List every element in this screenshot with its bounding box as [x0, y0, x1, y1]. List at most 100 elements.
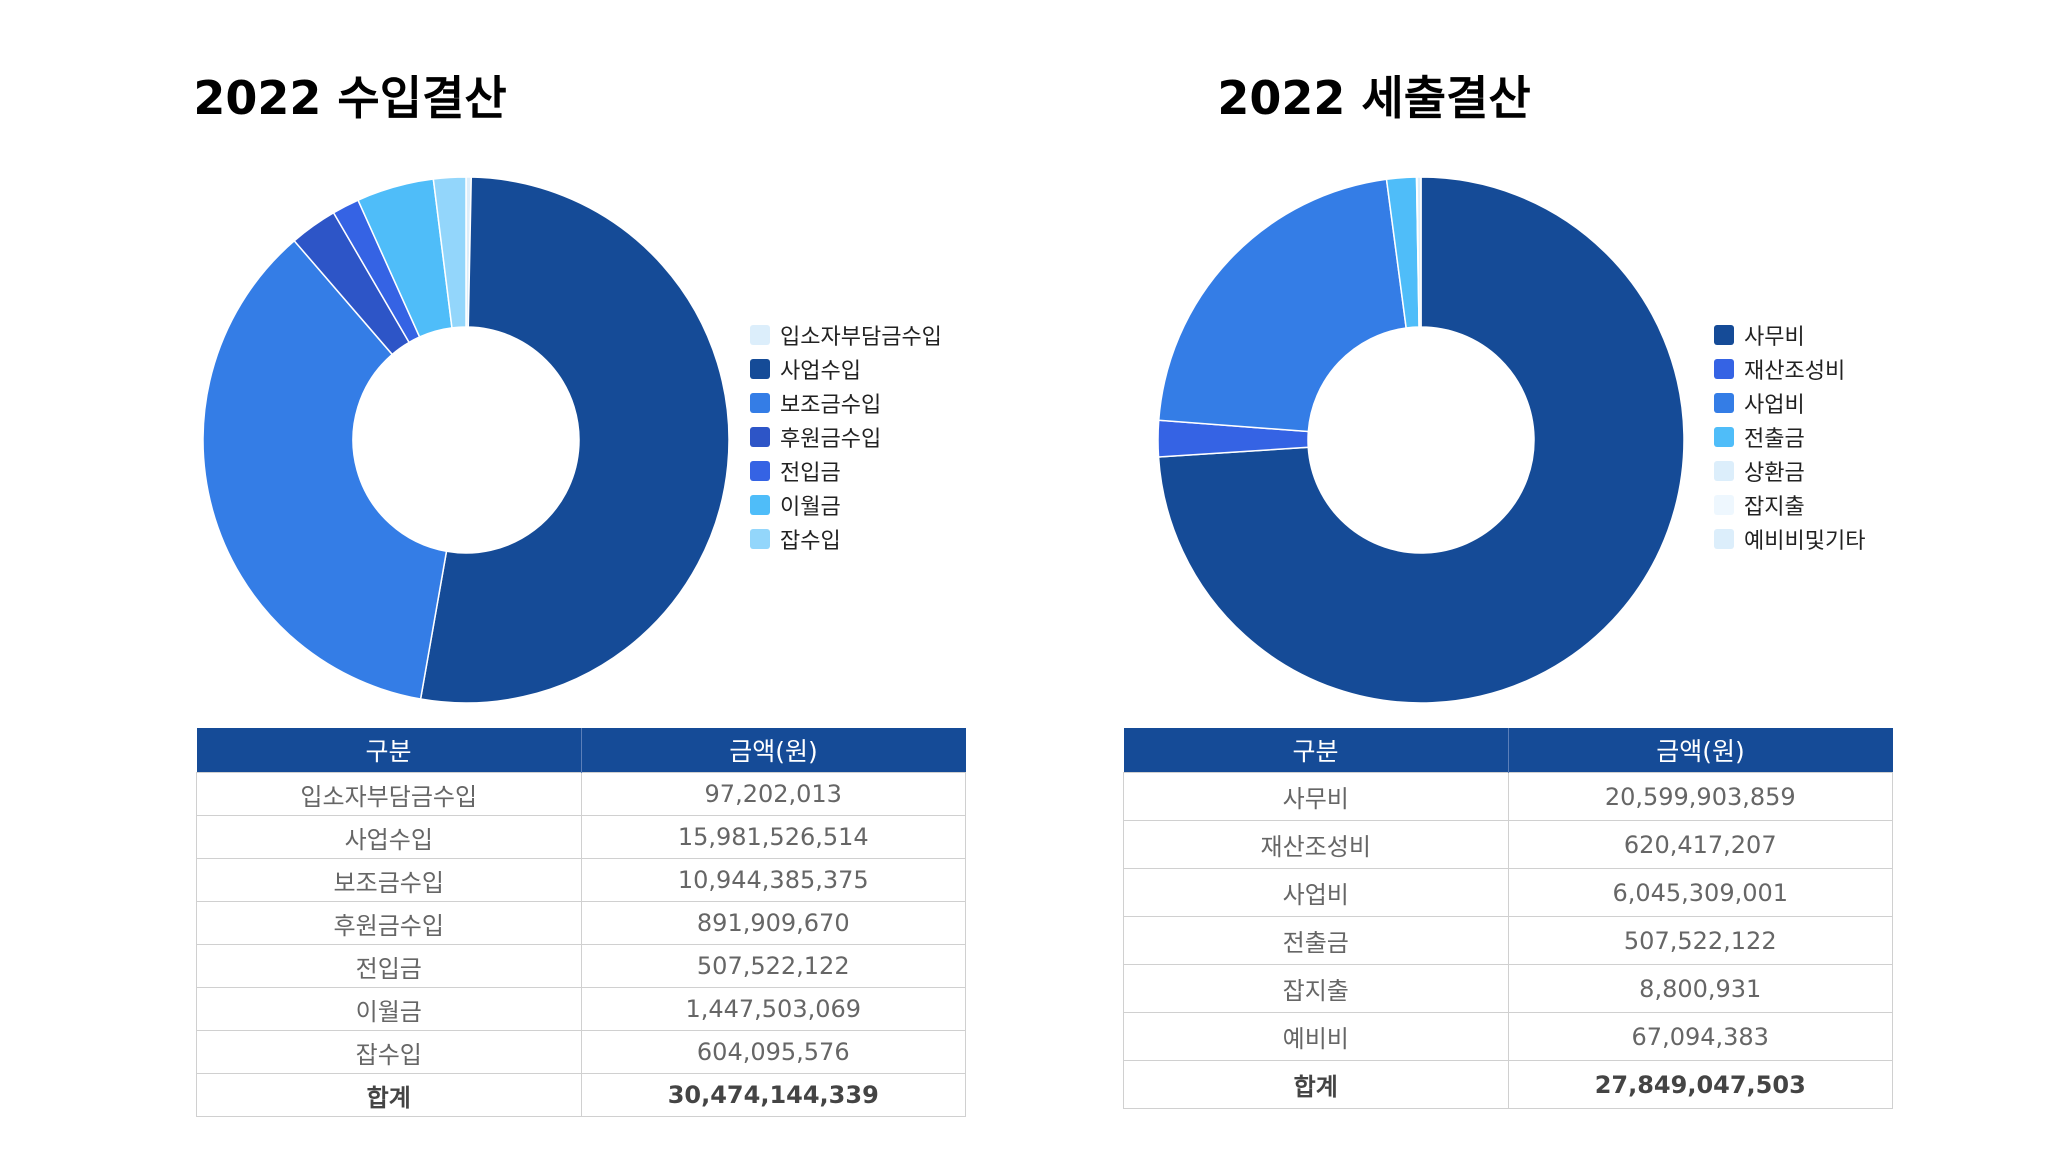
table-row: 잡수입 604,095,576	[196, 1030, 966, 1074]
legend-item: 사무비	[1714, 318, 1865, 352]
legend-label: 예비비및기타	[1744, 529, 1866, 554]
legend-swatch	[750, 325, 770, 345]
table-cell-amount: 8,800,931	[1507, 964, 1893, 1013]
legend-item: 사업비	[1714, 386, 1865, 420]
legend-swatch	[1714, 359, 1734, 379]
table-row: 전입금 507,522,122	[196, 944, 966, 988]
table-row: 사무비 20,599,903,859	[1123, 772, 1893, 821]
table-row: 사업수입 15,981,526,514	[196, 815, 966, 859]
legend-label: 전출금	[1744, 427, 1805, 452]
legend-swatch	[1714, 461, 1734, 481]
legend-label: 잡지출	[1744, 495, 1805, 520]
legend-item: 잡수입	[750, 522, 942, 556]
legend-swatch	[750, 427, 770, 447]
legend-swatch	[1714, 393, 1734, 413]
table-cell-category: 사업수입	[196, 815, 582, 859]
table-cell-category: 합계	[196, 1073, 582, 1117]
table-cell-category: 예비비	[1123, 1012, 1509, 1061]
table-cell-category: 전출금	[1123, 916, 1509, 965]
table-row: 이월금 1,447,503,069	[196, 987, 966, 1031]
table-cell-amount: 891,909,670	[580, 901, 966, 945]
table-row: 입소자부담금수입 97,202,013	[196, 772, 966, 816]
legend-item: 사업수입	[750, 352, 942, 386]
chart-title: 2022 세출결산	[1217, 71, 1531, 125]
table-header-category: 구분	[196, 728, 582, 773]
legend-item: 전출금	[1714, 420, 1865, 454]
legend-label: 사무비	[1744, 325, 1805, 350]
table-row: 후원금수입 891,909,670	[196, 901, 966, 945]
expense-table: 구분 금액(원) 사무비 20,599,903,859 재산조성비 620,417,2…	[1123, 728, 1893, 1109]
legend-item: 전입금	[750, 454, 942, 488]
legend-swatch	[1714, 495, 1734, 515]
legend-label: 입소자부담금수입	[780, 325, 942, 350]
income-table: 구분 금액(원) 입소자부담금수입 97,202,013 사업수입 15,981,52…	[196, 728, 966, 1117]
table-total-row: 합계 27,849,047,503	[1123, 1060, 1893, 1109]
legend-item: 입소자부담금수입	[750, 318, 942, 352]
table-row: 재산조성비 620,417,207	[1123, 820, 1893, 869]
table-cell-amount: 6,045,309,001	[1507, 868, 1893, 917]
income-panel: 2022 수입결산 입소자부담금수입 사업수입 보조금수입 후원금수입 전입금 이월금 잡수…	[193, 71, 966, 1117]
donut-slice-예비비및기타	[1416, 176, 1422, 328]
table-cell-amount: 20,599,903,859	[1507, 772, 1893, 821]
table-cell-category: 이월금	[196, 987, 582, 1031]
legend-swatch	[750, 495, 770, 515]
table-cell-amount: 507,522,122	[580, 944, 966, 988]
table-cell-category: 잡수입	[196, 1030, 582, 1074]
table-cell-amount: 10,944,385,375	[580, 858, 966, 902]
table-cell-category: 입소자부담금수입	[196, 772, 582, 816]
donut-slice-잡수입	[432, 176, 467, 329]
table-cell-category: 후원금수입	[196, 901, 582, 945]
legend-item: 예비비및기타	[1714, 522, 1865, 556]
legend-item: 잡지출	[1714, 488, 1865, 522]
expense-donut-chart	[1157, 176, 1685, 704]
chart-title: 2022 수입결산	[193, 71, 507, 125]
table-row: 보조금수입 10,944,385,375	[196, 858, 966, 902]
legend-item: 후원금수입	[750, 420, 942, 454]
table-cell-amount: 30,474,144,339	[580, 1073, 966, 1117]
table-cell-category: 전입금	[196, 944, 582, 988]
legend-label: 상환금	[1744, 461, 1805, 486]
legend-swatch	[750, 393, 770, 413]
legend-swatch	[750, 359, 770, 379]
legend-item: 보조금수입	[750, 386, 942, 420]
donut-slice-사무비	[1157, 176, 1685, 704]
table-cell-category: 잡지출	[1123, 964, 1509, 1013]
legend-swatch	[750, 461, 770, 481]
legend-label: 후원금수입	[780, 427, 882, 452]
legend-item: 재산조성비	[1714, 352, 1865, 386]
table-cell-category: 사무비	[1123, 772, 1509, 821]
legend-label: 잡수입	[780, 529, 841, 554]
table-header-amount: 금액(원)	[1508, 728, 1893, 773]
table-cell-amount: 97,202,013	[580, 772, 966, 816]
table-cell-category: 사업비	[1123, 868, 1509, 917]
legend-label: 사업수입	[780, 359, 861, 384]
legend-item: 상환금	[1714, 454, 1865, 488]
legend-swatch	[1714, 427, 1734, 447]
table-cell-amount: 620,417,207	[1507, 820, 1893, 869]
legend-label: 보조금수입	[780, 393, 882, 418]
legend-swatch	[1714, 529, 1734, 549]
donut-slice-보조금수입	[202, 239, 448, 700]
legend-swatch	[1714, 325, 1734, 345]
table-cell-amount: 1,447,503,069	[580, 987, 966, 1031]
legend-label: 이월금	[780, 495, 841, 520]
legend-item: 이월금	[750, 488, 942, 522]
table-row: 사업비 6,045,309,001	[1123, 868, 1893, 917]
table-total-row: 합계 30,474,144,339	[196, 1073, 966, 1117]
legend-label: 전입금	[780, 461, 841, 486]
table-row: 잡지출 8,800,931	[1123, 964, 1893, 1013]
table-row: 예비비 67,094,383	[1123, 1012, 1893, 1061]
table-cell-amount: 604,095,576	[580, 1030, 966, 1074]
table-header-amount: 금액(원)	[581, 728, 966, 773]
donut-slice-사업수입	[419, 176, 730, 704]
table-cell-category: 재산조성비	[1123, 820, 1509, 869]
table-cell-amount: 15,981,526,514	[580, 815, 966, 859]
table-cell-category: 합계	[1123, 1060, 1509, 1109]
donut-slice-사업비	[1157, 178, 1408, 433]
table-cell-category: 보조금수입	[196, 858, 582, 902]
income-donut-chart	[202, 176, 730, 704]
table-cell-amount: 67,094,383	[1507, 1012, 1893, 1061]
table-cell-amount: 507,522,122	[1507, 916, 1893, 965]
